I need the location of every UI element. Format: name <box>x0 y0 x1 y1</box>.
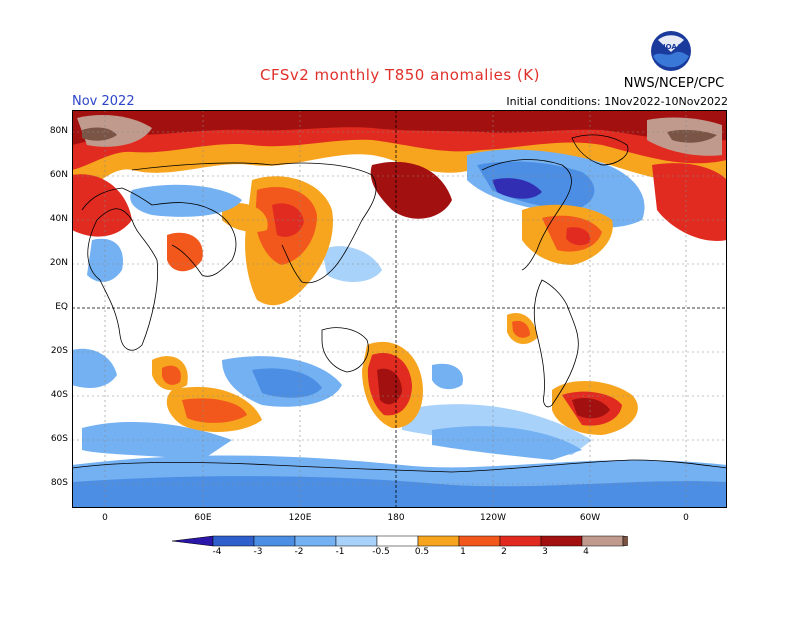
colorbar-label: -4 <box>212 547 222 557</box>
forecast-month: Nov 2022 <box>72 94 135 109</box>
colorbar-segment <box>253 535 296 547</box>
anomaly-map <box>72 110 727 508</box>
lon-label: 180 <box>387 513 405 523</box>
lat-label: 20N <box>49 258 68 268</box>
chart-title: CFSv2 monthly T850 anomalies (K) <box>260 66 540 84</box>
colorbar-label: 0.5 <box>414 547 430 557</box>
lat-lon-grid <box>72 110 727 508</box>
colorbar-label: 1 <box>460 547 466 557</box>
colorbar-label: 2 <box>501 547 507 557</box>
colorbar-segment <box>172 535 214 547</box>
lat-label: 80S <box>50 478 68 488</box>
colorbar-segment <box>499 535 542 547</box>
lat-label: 60N <box>49 170 68 180</box>
lon-label: 120W <box>479 513 507 523</box>
lon-label: 60E <box>194 513 212 523</box>
lon-label: 60W <box>579 513 601 523</box>
lon-label: 0 <box>683 513 689 523</box>
colorbar-label: -3 <box>253 547 263 557</box>
lat-label: 80N <box>49 126 68 136</box>
southern-features <box>72 312 638 435</box>
colorbar-segment <box>540 535 583 547</box>
initial-conditions: Initial conditions: 1Nov2022-10Nov2022 <box>506 95 728 108</box>
us-warm <box>522 204 613 265</box>
colorbar-segment <box>417 535 460 547</box>
colorbar-segment <box>376 535 419 547</box>
organization-label: NWS/NCEP/CPC <box>623 76 725 91</box>
noaa-logo: NOAA <box>651 31 691 71</box>
colorbar-segment <box>622 535 628 547</box>
coastlines <box>72 134 727 473</box>
lat-label: 40S <box>50 390 68 400</box>
colorbar <box>172 535 628 547</box>
colorbar-segment <box>294 535 337 547</box>
colorbar-segment <box>581 535 624 547</box>
southern-blue-band <box>72 404 727 508</box>
arctic-warm-band <box>72 110 727 241</box>
colorbar-label: -0.5 <box>372 547 390 557</box>
svg-text:NOAA: NOAA <box>660 43 683 51</box>
asia-warm <box>87 176 333 306</box>
lat-label: 60S <box>50 434 68 444</box>
colorbar-label: 3 <box>542 547 548 557</box>
equator-dateline <box>72 110 727 508</box>
lon-label: 0 <box>102 513 108 523</box>
lat-label: 20S <box>50 346 68 356</box>
colorbar-label: 4 <box>583 547 589 557</box>
colorbar-label: -1 <box>335 547 345 557</box>
lat-label: 40N <box>49 214 68 224</box>
colorbar-segment <box>458 535 501 547</box>
colorbar-label: -2 <box>294 547 304 557</box>
lat-label: EQ <box>55 302 68 312</box>
lon-label: 120E <box>288 513 312 523</box>
colorbar-segment <box>335 535 378 547</box>
colorbar-segment <box>212 535 255 547</box>
